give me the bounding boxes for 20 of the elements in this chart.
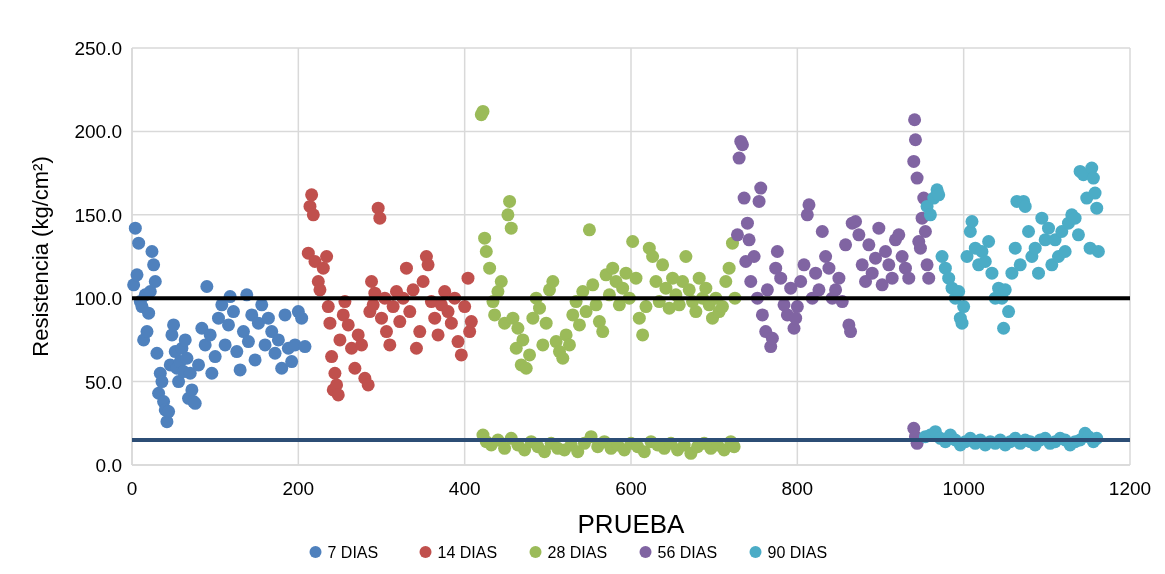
y-tick-label: 0.0 (95, 455, 122, 476)
x-tick-label: 1000 (942, 478, 985, 499)
legend-label: 90 DIAS (767, 544, 828, 561)
y-axis-title: Resistencia (kg/cm²) (28, 156, 53, 357)
y-tick-label: 150.0 (74, 204, 122, 226)
legend-label: 56 DIAS (657, 544, 718, 561)
x-tick-label: 400 (448, 478, 481, 499)
x-tick-label: 200 (282, 478, 315, 499)
y-tick-label: 100.0 (74, 288, 122, 310)
x-tick-label: 1200 (1108, 478, 1152, 499)
x-tick-label: 0 (126, 478, 138, 499)
y-tick-label: 250.0 (74, 38, 122, 59)
x-tick-label: 600 (615, 478, 647, 499)
x-axis-title: PRUEBA (577, 509, 686, 539)
legend-label: 7 DIAS (327, 544, 379, 561)
legend-label: 14 DIAS (437, 544, 498, 561)
y-tick-label: 200.0 (74, 121, 122, 143)
x-tick-label: 800 (781, 478, 814, 499)
y-tick-label: 50.0 (85, 371, 122, 393)
legend-label: 28 DIAS (547, 544, 608, 561)
